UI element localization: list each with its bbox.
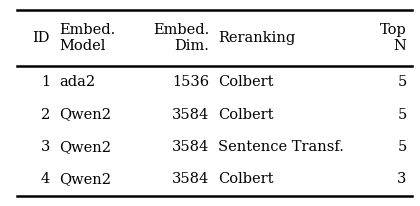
Text: 5: 5 [397, 75, 407, 89]
Text: Sentence Transf.: Sentence Transf. [218, 140, 344, 154]
Text: 3: 3 [397, 172, 407, 186]
Text: 3584: 3584 [172, 140, 209, 154]
Text: Reranking: Reranking [218, 31, 296, 45]
Text: Colbert: Colbert [218, 172, 274, 186]
Text: Qwen2: Qwen2 [59, 172, 111, 186]
Text: Embed.
Model: Embed. Model [59, 23, 116, 53]
Text: 4: 4 [41, 172, 50, 186]
Text: Colbert: Colbert [218, 108, 274, 122]
Text: 3584: 3584 [172, 108, 209, 122]
Text: 1: 1 [41, 75, 50, 89]
Text: 3584: 3584 [172, 172, 209, 186]
Text: 2: 2 [41, 108, 50, 122]
Text: ID: ID [32, 31, 50, 45]
Text: Top
N: Top N [380, 23, 407, 53]
Text: 3: 3 [41, 140, 50, 154]
Text: 1536: 1536 [172, 75, 209, 89]
Text: Qwen2: Qwen2 [59, 108, 111, 122]
Text: ada2: ada2 [59, 75, 95, 89]
Text: 5: 5 [397, 108, 407, 122]
Text: Embed.
Dim.: Embed. Dim. [153, 23, 209, 53]
Text: 5: 5 [397, 140, 407, 154]
Text: Colbert: Colbert [218, 75, 274, 89]
Text: Qwen2: Qwen2 [59, 140, 111, 154]
